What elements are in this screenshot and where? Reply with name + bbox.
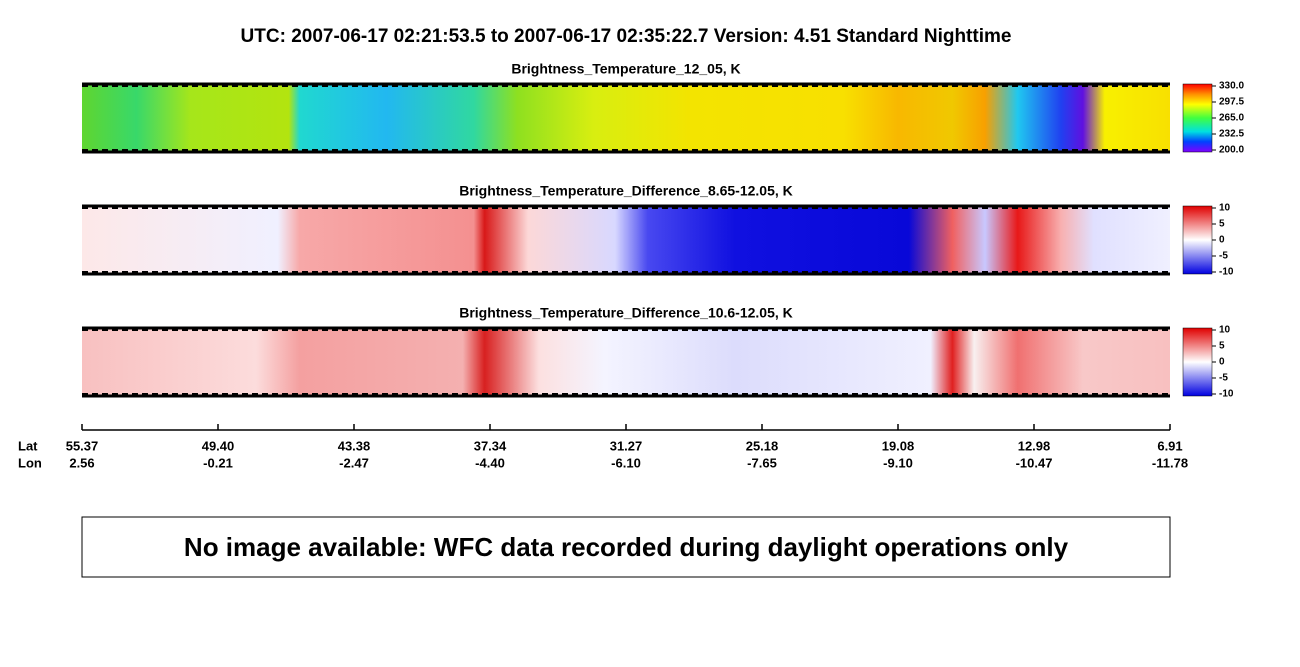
colorbar-tick-label: 0	[1219, 235, 1225, 246]
lat-tick-label: 31.27	[610, 438, 643, 453]
panel-title: Brightness_Temperature_Difference_8.65-1…	[459, 183, 793, 199]
colorbar-tick-label: 265.0	[1219, 113, 1244, 124]
lon-tick-label: -7.65	[747, 455, 777, 470]
panel-title: Brightness_Temperature_12_05, K	[511, 61, 740, 77]
lat-tick-label: 55.37	[66, 438, 99, 453]
colorbar	[1182, 327, 1213, 397]
lat-tick-label: 25.18	[746, 438, 779, 453]
lon-tick-label: -6.10	[611, 455, 641, 470]
colorbar-tick-label: 200.0	[1219, 145, 1244, 156]
panel-image	[82, 84, 1170, 152]
colorbar-tick-label: 5	[1219, 219, 1225, 230]
lat-tick-label: 19.08	[882, 438, 915, 453]
page-title: UTC: 2007-06-17 02:21:53.5 to 2007-06-17…	[241, 26, 1012, 47]
colorbar-tick-label: -10	[1219, 389, 1234, 400]
lat-tick-label: 49.40	[202, 438, 235, 453]
colorbar-tick-label: 10	[1219, 203, 1231, 214]
colorbar-tick-label: 297.5	[1219, 97, 1244, 108]
lon-tick-label: 2.56	[69, 455, 94, 470]
lon-tick-label: -9.10	[883, 455, 913, 470]
colorbar-tick-label: 0	[1219, 357, 1225, 368]
colorbar-tick-label: -5	[1219, 373, 1228, 384]
lat-tick-label: 43.38	[338, 438, 371, 453]
lat-tick-label: 12.98	[1018, 438, 1051, 453]
lat-label: Lat	[18, 438, 38, 453]
colorbar	[1182, 205, 1213, 275]
lon-tick-label: -10.47	[1016, 455, 1053, 470]
lon-label: Lon	[18, 455, 42, 470]
lon-tick-label: -2.47	[339, 455, 369, 470]
colorbar-tick-label: -5	[1219, 251, 1228, 262]
colorbar-tick-label: 10	[1219, 325, 1231, 336]
colorbar-tick-label: 232.5	[1219, 129, 1244, 140]
colorbar-tick-label: -10	[1219, 267, 1234, 278]
lon-tick-label: -4.40	[475, 455, 505, 470]
colorbar	[1182, 83, 1213, 153]
message: No image available: WFC data recorded du…	[184, 532, 1069, 562]
lon-tick-label: -0.21	[203, 455, 233, 470]
message-box	[81, 516, 1171, 578]
colorbar-tick-label: 5	[1219, 341, 1225, 352]
lat-tick-label: 6.91	[1157, 438, 1182, 453]
panel-image	[82, 206, 1170, 274]
lat-tick-label: 37.34	[474, 438, 507, 453]
lon-tick-label: -11.78	[1152, 455, 1188, 470]
panel-title: Brightness_Temperature_Difference_10.6-1…	[459, 305, 793, 321]
colorbar-tick-label: 330.0	[1219, 81, 1244, 92]
panel-image	[82, 328, 1170, 396]
